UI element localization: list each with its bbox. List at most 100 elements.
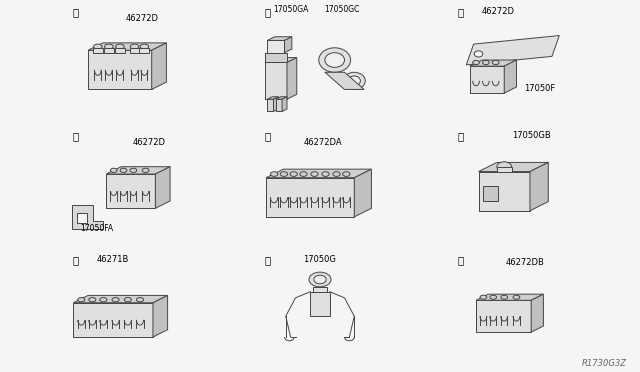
Polygon shape [467, 36, 559, 65]
Ellipse shape [93, 44, 102, 49]
Polygon shape [140, 48, 149, 53]
Polygon shape [273, 97, 278, 112]
Polygon shape [276, 99, 282, 112]
Polygon shape [265, 53, 287, 62]
Polygon shape [153, 295, 168, 337]
Ellipse shape [300, 172, 307, 176]
Text: 17050GC: 17050GC [324, 4, 360, 13]
Polygon shape [287, 58, 297, 99]
Text: Ⓗ: Ⓗ [265, 255, 271, 265]
Text: R1730G3Z: R1730G3Z [582, 359, 627, 368]
Ellipse shape [497, 162, 511, 171]
Polygon shape [265, 62, 287, 99]
Text: Ⓔ: Ⓔ [265, 131, 271, 141]
Polygon shape [74, 295, 168, 303]
Ellipse shape [100, 298, 107, 302]
Ellipse shape [116, 44, 124, 49]
Polygon shape [152, 43, 166, 89]
Polygon shape [72, 205, 103, 229]
Polygon shape [530, 163, 548, 211]
Text: 46272D: 46272D [125, 14, 159, 23]
Polygon shape [313, 287, 327, 292]
Ellipse shape [280, 172, 287, 176]
Polygon shape [476, 300, 531, 332]
Polygon shape [268, 97, 278, 99]
Ellipse shape [104, 44, 113, 49]
Ellipse shape [325, 53, 344, 67]
Polygon shape [74, 303, 153, 337]
Polygon shape [504, 60, 516, 93]
Text: Ⓑ: Ⓑ [265, 7, 271, 17]
Polygon shape [355, 169, 371, 217]
Polygon shape [470, 66, 504, 93]
Text: 46272D: 46272D [481, 7, 515, 16]
Text: Ⓓ: Ⓓ [72, 131, 78, 141]
Polygon shape [88, 43, 166, 50]
Ellipse shape [314, 275, 326, 284]
Polygon shape [470, 60, 516, 66]
Ellipse shape [348, 76, 360, 86]
Polygon shape [268, 37, 292, 41]
Polygon shape [106, 167, 170, 174]
Polygon shape [282, 97, 287, 112]
Polygon shape [268, 41, 285, 53]
Ellipse shape [342, 172, 350, 176]
Polygon shape [93, 48, 103, 53]
Ellipse shape [142, 168, 149, 173]
Polygon shape [325, 72, 364, 89]
Text: Ⓘ: Ⓘ [458, 255, 464, 265]
Text: 46271B: 46271B [97, 254, 129, 264]
Text: Ⓕ: Ⓕ [458, 131, 464, 141]
Polygon shape [268, 99, 273, 112]
Ellipse shape [311, 172, 318, 176]
Polygon shape [497, 167, 511, 171]
Ellipse shape [271, 172, 278, 176]
Polygon shape [266, 169, 371, 178]
Polygon shape [266, 178, 355, 217]
Polygon shape [106, 174, 156, 208]
Ellipse shape [290, 172, 298, 176]
Ellipse shape [136, 298, 143, 302]
Text: 46272DA: 46272DA [303, 138, 342, 147]
Ellipse shape [483, 60, 489, 65]
Ellipse shape [131, 44, 139, 49]
Ellipse shape [120, 168, 127, 173]
Polygon shape [156, 167, 170, 208]
Polygon shape [476, 294, 543, 300]
Ellipse shape [319, 48, 351, 72]
Polygon shape [104, 48, 114, 53]
Polygon shape [479, 171, 530, 211]
Polygon shape [479, 163, 548, 171]
Ellipse shape [480, 295, 487, 299]
Ellipse shape [343, 72, 365, 89]
Ellipse shape [492, 60, 499, 65]
Ellipse shape [309, 272, 331, 287]
Ellipse shape [130, 168, 137, 173]
Text: 17050GB: 17050GB [512, 131, 550, 140]
Text: 17050G: 17050G [303, 254, 337, 264]
Text: 17050F: 17050F [524, 84, 556, 93]
Polygon shape [285, 37, 292, 53]
Text: 46272D: 46272D [132, 138, 166, 147]
Polygon shape [483, 186, 498, 201]
Polygon shape [88, 50, 152, 89]
Text: 17050GA: 17050GA [273, 4, 308, 13]
Polygon shape [265, 58, 297, 62]
Ellipse shape [77, 298, 85, 302]
Text: Ⓖ: Ⓖ [72, 255, 78, 265]
Ellipse shape [140, 44, 148, 49]
Polygon shape [115, 48, 125, 53]
Ellipse shape [474, 51, 483, 57]
Text: 17050FA: 17050FA [80, 224, 113, 233]
Text: Ⓐ: Ⓐ [72, 7, 78, 17]
Polygon shape [130, 48, 140, 53]
Ellipse shape [513, 295, 520, 299]
Polygon shape [276, 97, 287, 99]
Text: 46272DB: 46272DB [506, 258, 545, 267]
Ellipse shape [110, 168, 117, 173]
Polygon shape [310, 292, 330, 316]
Text: Ⓒ: Ⓒ [458, 7, 464, 17]
Ellipse shape [124, 298, 131, 302]
Polygon shape [531, 294, 543, 332]
Polygon shape [77, 213, 87, 223]
